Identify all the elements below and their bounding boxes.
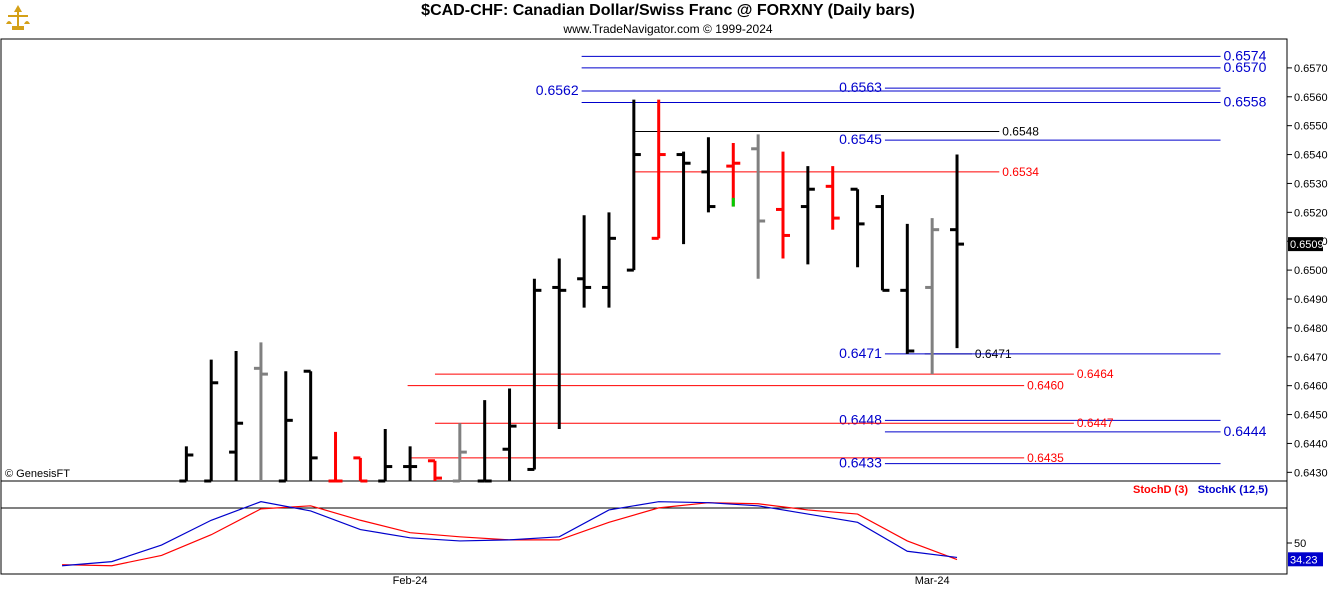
level-label: 0.6558 bbox=[1224, 94, 1267, 110]
level-label: 0.6447 bbox=[1077, 416, 1114, 430]
stoch-last-box bbox=[1288, 552, 1323, 567]
y-tick-label: 0.6540 bbox=[1294, 150, 1328, 162]
level-label: 0.6464 bbox=[1077, 367, 1114, 381]
stoch-last-label: 34.23 bbox=[1290, 554, 1318, 566]
y-tick-label: 0.6490 bbox=[1294, 294, 1328, 306]
chart-title: $CAD-CHF: Canadian Dollar/Swiss Franc @ … bbox=[421, 2, 915, 19]
y-tick-label: 0.6430 bbox=[1294, 467, 1328, 479]
stoch-line bbox=[62, 502, 958, 567]
price-panel-frame bbox=[0, 38, 1288, 482]
level-label: 0.6448 bbox=[839, 411, 882, 427]
y-tick-label: 0.6570 bbox=[1294, 63, 1328, 75]
stochd-legend: StochD (3) bbox=[1133, 484, 1188, 496]
level-label: 0.6570 bbox=[1224, 59, 1267, 75]
chart-subtitle: www.TradeNavigator.com © 1999-2024 bbox=[563, 22, 773, 36]
level-label: 0.6435 bbox=[1027, 451, 1064, 465]
y-tick-label: 0.6530 bbox=[1294, 178, 1328, 190]
y-tick-label: 0.6480 bbox=[1294, 323, 1328, 335]
level-label: 0.6545 bbox=[839, 131, 882, 147]
last-price-label: 0.6509 bbox=[1290, 239, 1324, 251]
stoch-line bbox=[62, 501, 958, 567]
y-tick-label: 0.6440 bbox=[1294, 438, 1328, 450]
level-label: 0.6562 bbox=[536, 82, 579, 98]
level-label: 0.6563 bbox=[839, 79, 882, 95]
last-price-box bbox=[1288, 237, 1323, 252]
stoch-y-tick-label: 50 bbox=[1294, 538, 1306, 550]
y-tick-label: 0.6560 bbox=[1294, 92, 1328, 104]
y-tick-label: 0.6550 bbox=[1294, 121, 1328, 133]
level-label: 0.6433 bbox=[839, 455, 882, 471]
copyright-label: © GenesisFT bbox=[5, 468, 70, 480]
x-tick-label: Mar-24 bbox=[915, 575, 950, 587]
level-label: 0.6460 bbox=[1027, 379, 1064, 393]
y-tick-label: 0.6500 bbox=[1294, 265, 1328, 277]
x-tick-label: Feb-24 bbox=[393, 575, 428, 587]
level-label: 0.6444 bbox=[1224, 423, 1267, 439]
y-tick-label: 0.6450 bbox=[1294, 410, 1328, 422]
y-tick-label: 0.6520 bbox=[1294, 207, 1328, 219]
stoch-panel-frame bbox=[0, 480, 1288, 575]
stochk-legend: StochK (12,5) bbox=[1198, 484, 1269, 496]
level-label: 0.6471 bbox=[839, 345, 882, 361]
y-tick-label: 0.6470 bbox=[1294, 352, 1328, 364]
trade-navigator-logo bbox=[2, 2, 34, 34]
y-tick-label: 0.6460 bbox=[1294, 381, 1328, 393]
level-label: 0.6548 bbox=[1002, 124, 1039, 138]
level-label: 0.6534 bbox=[1002, 165, 1039, 179]
level-label: 0.6574 bbox=[1224, 47, 1267, 63]
